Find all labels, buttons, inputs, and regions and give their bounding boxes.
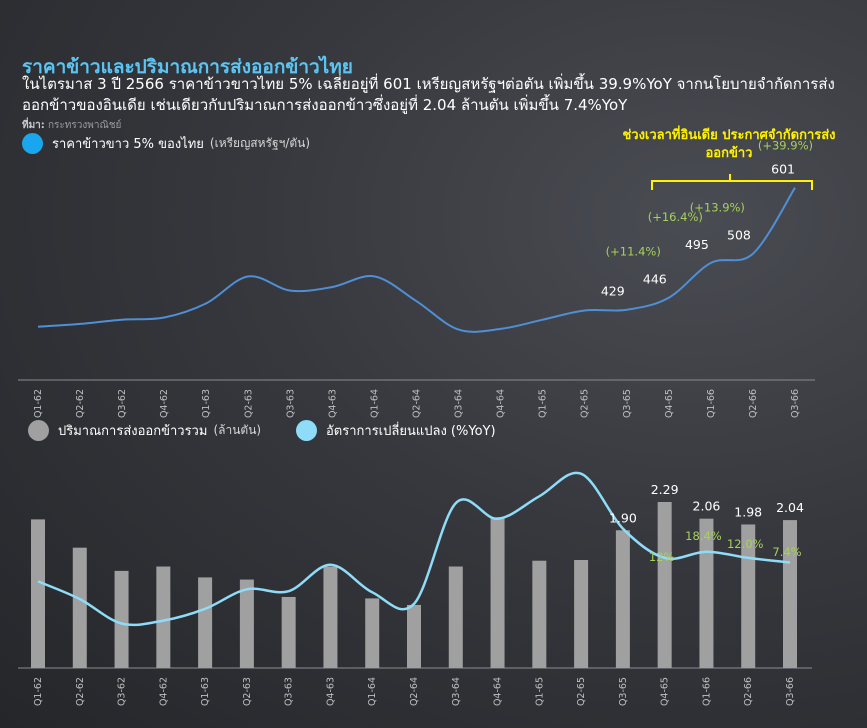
- export-volume-bar: [198, 577, 213, 668]
- price-tick-label: Q4-62: [159, 389, 170, 418]
- volume-tick-label: Q3-66: [785, 677, 796, 706]
- price-value-label: 495: [685, 237, 709, 252]
- export-volume-bar: [156, 566, 171, 668]
- volume-tick-label: Q1-62: [33, 677, 44, 706]
- export-volume-bar: [407, 604, 421, 668]
- price-value-label: 429: [601, 284, 625, 299]
- legend-price-label: ราคาข้าวขาว 5% ของไทย: [52, 137, 204, 152]
- price-value-label: 601: [771, 162, 795, 177]
- legend-price-unit: (เหรียญสหรัฐฯ/ตัน): [209, 136, 311, 150]
- yoy-change-label: 7.4%: [772, 545, 801, 559]
- volume-tick-label: Q4-65: [660, 677, 671, 706]
- volume-tick-label: Q1-63: [200, 677, 211, 706]
- export-volume-bar: [281, 596, 296, 668]
- legend-yoy-label: อัตราการเปลี่ยนแปลง (%YoY): [326, 424, 496, 439]
- export-volume-bar: [615, 530, 630, 668]
- export-volume-bar: [114, 570, 129, 668]
- volume-tick-label: Q3-65: [618, 677, 629, 706]
- price-tick-label: Q4-65: [664, 389, 675, 418]
- price-tick-label: Q2-65: [580, 389, 591, 418]
- india-restriction-bracket: [651, 174, 813, 190]
- volume-tick-label: Q2-64: [409, 677, 420, 706]
- volume-tick-label: Q2-66: [743, 677, 754, 706]
- price-tick-label: Q4-64: [496, 389, 507, 418]
- legend-dot-volume-icon: [28, 420, 49, 441]
- volume-tick-label: Q3-62: [117, 677, 128, 706]
- price-tick-label: Q4-63: [327, 389, 338, 418]
- legend-price: ราคาข้าวขาว 5% ของไทย (เหรียญสหรัฐฯ/ตัน): [22, 133, 310, 154]
- export-volume-bar: [657, 502, 672, 668]
- price-tick-label: Q2-63: [243, 389, 254, 418]
- legend-dot-yoy-icon: [296, 420, 317, 441]
- export-volume-bar: [72, 547, 87, 668]
- source-note: ที่มา: กระทรวงพาณิชย์: [22, 118, 121, 133]
- export-volume-bar: [574, 559, 589, 668]
- price-tick-label: Q3-62: [117, 389, 128, 418]
- price-change-label: (+16.4%): [648, 210, 703, 224]
- price-series-line: [37, 187, 796, 333]
- price-tick-label: Q1-63: [201, 389, 212, 418]
- price-tick-label: Q1-62: [33, 389, 44, 418]
- export-volume-bar: [31, 519, 45, 668]
- volume-tick-label: Q1-66: [701, 677, 712, 706]
- export-volume-bar: [490, 517, 505, 668]
- price-tick-label: Q3-66: [790, 389, 801, 418]
- price-tick-label: Q3-65: [622, 389, 633, 418]
- price-tick-label: Q1-64: [369, 389, 380, 418]
- page-title: ราคาข้าวและปริมาณการส่งออกข้าวไทย: [22, 56, 353, 78]
- volume-tick-label: Q1-64: [367, 677, 378, 706]
- volume-tick-label: Q2-62: [75, 677, 86, 706]
- volume-value-label: 1.98: [734, 504, 762, 519]
- india-restriction-label: ช่วงเวลาที่อินเดีย ประกาศจำกัดการส่งออกข…: [622, 128, 836, 161]
- price-change-label: (+13.9%): [690, 201, 745, 215]
- price-tick-label: Q2-66: [748, 389, 759, 418]
- volume-tick-label: Q4-63: [325, 677, 336, 706]
- volume-tick-label: Q4-62: [158, 677, 169, 706]
- price-tick-label: Q3-64: [454, 389, 465, 418]
- yoy-series-line: [37, 471, 791, 627]
- price-tick-label: Q2-62: [75, 389, 86, 418]
- export-volume-bar: [783, 520, 797, 668]
- yoy-change-label: 12%: [649, 550, 675, 564]
- legend-volume-label: ปริมาณการส่งออกข้าวรวม: [58, 424, 208, 439]
- price-change-label: (+39.9%): [758, 139, 813, 153]
- price-tick-label: Q1-65: [538, 389, 549, 418]
- export-volume-bar: [741, 524, 756, 668]
- volume-tick-label: Q3-64: [451, 677, 462, 706]
- price-tick-label: Q3-63: [285, 389, 296, 418]
- volume-tick-label: Q4-64: [493, 677, 504, 706]
- export-volume-bar: [365, 598, 380, 668]
- legend-yoy: อัตราการเปลี่ยนแปลง (%YoY): [296, 420, 496, 441]
- volume-value-label: 2.06: [693, 499, 721, 514]
- page-subtitle: ในไตรมาส 3 ปี 2566 ราคาข้าวขาวไทย 5% เฉล…: [22, 75, 835, 114]
- volume-value-label: 1.90: [609, 510, 637, 525]
- legend-export-volume: ปริมาณการส่งออกข้าวรวม (ล้านตัน): [28, 420, 261, 441]
- yoy-change-label: 12.0%: [727, 537, 764, 551]
- volume-value-label: 2.29: [651, 482, 679, 497]
- legend-volume-unit: (ล้านตัน): [213, 423, 262, 437]
- source-text: กระทรวงพาณิชย์: [48, 120, 122, 131]
- volume-tick-label: Q3-63: [284, 677, 295, 706]
- export-volume-bar: [448, 566, 463, 668]
- volume-tick-label: Q1-65: [534, 677, 545, 706]
- volume-value-label: 2.04: [776, 500, 804, 515]
- volume-tick-label: Q2-65: [576, 677, 587, 706]
- legend-dot-price-icon: [22, 133, 43, 154]
- volume-tick-label: Q2-63: [242, 677, 253, 706]
- export-volume-bar: [699, 518, 714, 668]
- source-label: ที่มา:: [22, 120, 45, 131]
- price-value-label: 446: [643, 272, 667, 287]
- price-change-label: (+11.4%): [606, 245, 661, 259]
- yoy-change-label: 18.4%: [685, 529, 722, 543]
- export-volume-bar: [532, 560, 547, 668]
- price-tick-label: Q2-64: [412, 389, 423, 418]
- export-volume-bar: [239, 579, 254, 668]
- price-tick-label: Q1-66: [706, 389, 717, 418]
- export-volume-bar: [323, 566, 338, 668]
- price-value-label: 508: [727, 228, 751, 243]
